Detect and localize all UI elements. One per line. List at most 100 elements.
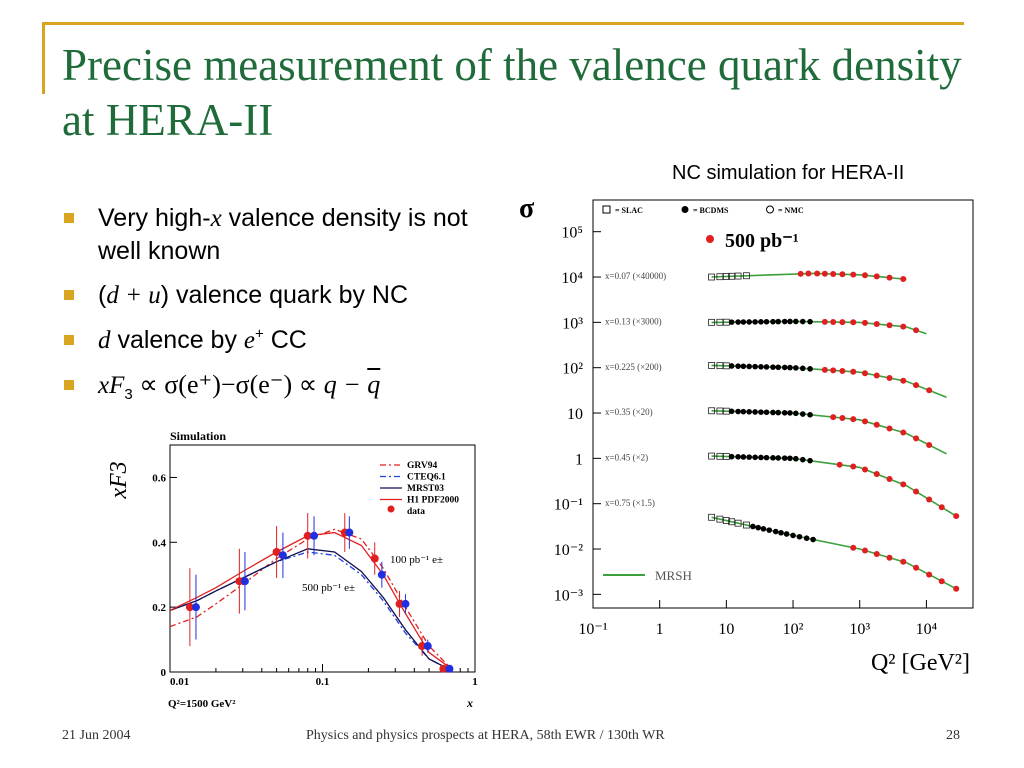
data-point [303, 531, 312, 540]
x-tick-label: 10⁴ [916, 621, 938, 638]
bcdms-point [728, 453, 735, 460]
simulation-point [805, 270, 812, 277]
y-tick-label: 0 [161, 667, 167, 679]
bullet-formula-q: q − [323, 370, 368, 399]
x-axis-label: Q² [GeV²] [871, 650, 970, 676]
legend-label: = NMC [778, 206, 804, 215]
slac-point [734, 519, 742, 527]
bcdms-point [781, 318, 788, 325]
y-tick-label: 10 [567, 406, 583, 423]
slac-point [716, 515, 724, 523]
simulation-point [926, 496, 933, 503]
simulation-point [886, 425, 893, 432]
legend-label: GRV94 [407, 461, 438, 471]
legend-swatch [602, 205, 611, 214]
simulation-point [913, 382, 920, 389]
bcdms-point [770, 318, 776, 325]
bcdms-point [796, 533, 803, 540]
bcdms-point [752, 319, 758, 325]
footer-text: Physics and physics prospects at HERA, 5… [306, 728, 665, 743]
slac-point [743, 272, 750, 280]
simulation-point [900, 377, 907, 384]
legend-label: MRST03 [407, 484, 444, 494]
simulation-point [886, 554, 893, 561]
bcdms-point [787, 410, 793, 416]
bcdms-point [778, 529, 784, 536]
bcdms-point [740, 319, 747, 325]
data-point [370, 554, 379, 563]
y-tick-label: 1 [575, 451, 583, 468]
bcdms-point [740, 454, 747, 460]
bullet-operator: + [118, 282, 149, 309]
bcdms-point [746, 319, 752, 325]
bcdms-point [799, 456, 806, 463]
mrsh-curve [711, 410, 947, 455]
bcdms-point [787, 364, 793, 371]
bin-label: x=0.07 (×40000) [605, 271, 666, 281]
data-point [395, 599, 404, 608]
bullet-text: ) [160, 281, 170, 309]
legend-swatch [706, 235, 714, 243]
data-point [185, 603, 194, 612]
y-axis-label: σ [519, 193, 535, 224]
slac-point [716, 362, 724, 370]
bcdms-point [728, 408, 735, 415]
slac-point [708, 273, 715, 281]
bcdms-point [758, 319, 764, 325]
square-bullet-icon [64, 290, 74, 300]
title-accent-horizontal [42, 22, 964, 25]
bcdms-point [775, 364, 782, 371]
simulation-point [861, 319, 868, 326]
legend-label: CTEQ6.1 [407, 473, 446, 483]
bcdms-point [752, 363, 758, 370]
square-bullet-icon [64, 335, 74, 345]
simulation-point [953, 513, 960, 520]
x-tick-label: 0.1 [316, 676, 330, 688]
bullet-text: ( [98, 281, 107, 309]
bullet-variable: e [243, 327, 256, 354]
bcdms-point [790, 532, 796, 539]
bullet-formula: ∝ σ(e⁺)−σ(e⁻) ∝ [132, 370, 324, 399]
bcdms-point [792, 410, 799, 417]
simulation-point [861, 418, 868, 425]
simulation-point [797, 270, 804, 277]
bcdms-point [728, 363, 735, 369]
bcdms-point [807, 457, 813, 464]
y-tick-label: 10⁵ [561, 225, 583, 242]
y-tick-label: 10² [562, 361, 583, 378]
simulation-point [850, 271, 857, 278]
structure-function-chart: σ Q² [GeV²] 10⁵10⁴10³10²10110⁻¹10⁻²10⁻³1… [519, 193, 974, 676]
data-point [235, 577, 244, 586]
bcdms-point [763, 409, 770, 416]
bcdms-point [781, 409, 788, 416]
bcdms-point [807, 366, 813, 372]
simulation-point [886, 375, 893, 382]
data-point [401, 599, 410, 608]
x-tick-label: 0.01 [170, 676, 189, 688]
x-tick-label: 10² [783, 621, 804, 638]
simulation-point [861, 466, 868, 473]
bcdms-point [760, 526, 767, 532]
slac-point [722, 517, 730, 524]
bin-label: x=0.225 (×200) [605, 362, 662, 372]
bcdms-point [770, 454, 776, 461]
slac-point [708, 362, 715, 369]
simulation-point [900, 275, 907, 282]
simulation-point [839, 319, 846, 326]
bcdms-point [807, 411, 813, 418]
simulation-point [900, 429, 907, 436]
bcdms-point [763, 364, 770, 370]
simulation-point [839, 415, 846, 422]
plot-frame [592, 199, 974, 609]
chart-title: Simulation [170, 429, 226, 443]
bullet-text: CC [263, 326, 307, 354]
data-point [439, 664, 448, 673]
data-point [272, 548, 281, 557]
y-tick-label: 0.4 [152, 537, 166, 549]
bcdms-point [752, 409, 758, 415]
bullet-variable: d [98, 327, 111, 354]
bcdms-point [787, 318, 793, 325]
simulation-point [873, 372, 880, 379]
simulation-point [850, 368, 857, 375]
bcdms-point [775, 455, 782, 461]
